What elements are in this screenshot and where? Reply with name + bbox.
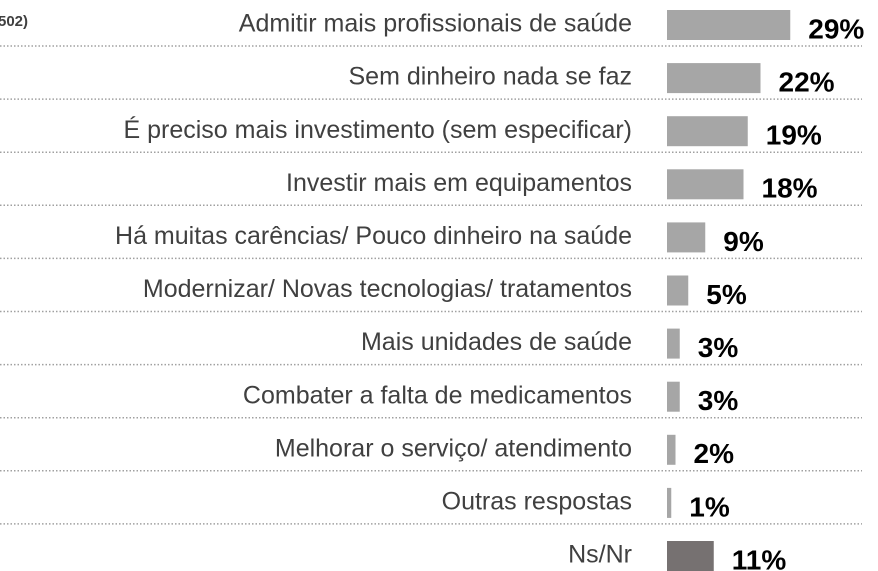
value-label: 3% bbox=[698, 332, 739, 363]
sample-note: 502) bbox=[0, 13, 28, 30]
value-label: 1% bbox=[689, 491, 730, 522]
value-label: 22% bbox=[779, 66, 835, 97]
bar bbox=[667, 169, 744, 200]
category-label: Mais unidades de saúde bbox=[361, 328, 632, 356]
bar bbox=[667, 487, 672, 518]
bar bbox=[667, 381, 680, 412]
value-label: 3% bbox=[698, 385, 739, 416]
value-label: 19% bbox=[766, 120, 822, 151]
bar bbox=[667, 434, 676, 465]
category-label: Outras respostas bbox=[442, 488, 632, 516]
bar bbox=[667, 222, 706, 253]
bar bbox=[667, 275, 689, 306]
value-label: 29% bbox=[808, 13, 864, 44]
category-label: Investir mais em equipamentos bbox=[286, 169, 632, 197]
category-label: Há muitas carências/ Pouco dinheiro na s… bbox=[115, 222, 632, 250]
value-label: 18% bbox=[762, 173, 818, 204]
bar bbox=[667, 116, 748, 147]
category-label: Melhorar o serviço/ atendimento bbox=[275, 434, 632, 462]
value-label: 5% bbox=[706, 279, 747, 310]
bar bbox=[667, 10, 791, 40]
category-label: É preciso mais investimento (sem especif… bbox=[124, 115, 633, 144]
category-label: Ns/Nr bbox=[568, 541, 632, 569]
value-label: 11% bbox=[732, 544, 787, 571]
category-label: Combater a falta de medicamentos bbox=[243, 381, 632, 409]
category-label: Sem dinheiro nada se faz bbox=[348, 63, 632, 91]
bar bbox=[667, 63, 761, 94]
category-label: Modernizar/ Novas tecnologias/ tratament… bbox=[143, 275, 632, 303]
category-label: Admitir mais profissionais de saúde bbox=[239, 10, 632, 38]
bar bbox=[667, 541, 714, 571]
value-label: 9% bbox=[723, 226, 764, 257]
bar bbox=[667, 328, 680, 359]
value-label: 2% bbox=[694, 438, 735, 469]
